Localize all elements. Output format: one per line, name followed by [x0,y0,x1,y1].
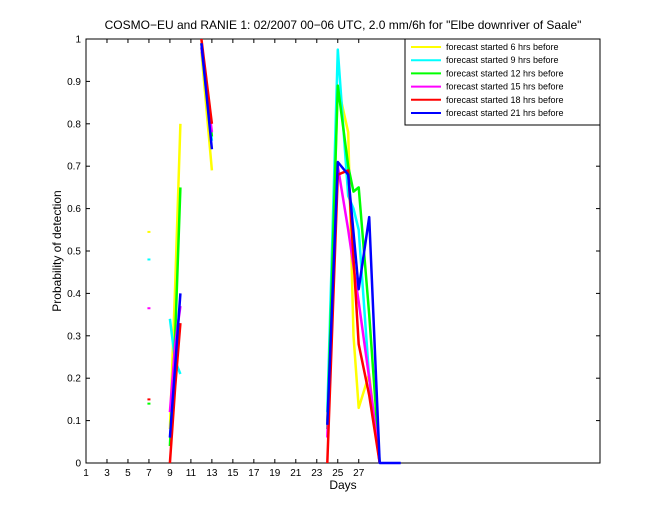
x-tick-label: 27 [353,468,365,479]
x-tick-label: 15 [227,468,239,479]
y-tick-label: 0.4 [67,289,81,300]
x-tick-label: 21 [290,468,302,479]
x-axis: 1 3 5 7 9 11 13 15 17 19 21 23 25 27 [83,39,365,479]
y-tick-label: 0.2 [67,374,81,385]
series-line [200,43,214,150]
x-tick-label: 17 [248,468,260,479]
series-line [326,84,381,464]
y-tick-label: 0.3 [67,331,81,342]
series-5 [168,43,401,465]
x-tick-label: 23 [311,468,323,479]
x-tick-label: 11 [186,468,197,479]
y-axis-label: Probability of detection [50,190,64,311]
x-tick-label: 7 [146,468,152,479]
x-tick-label: 5 [125,468,131,479]
y-tick-label: 0.7 [67,162,81,173]
y-tick-label: 0 [75,459,81,470]
y-tick-label: 0.8 [67,119,81,130]
x-tick-label: 3 [104,468,110,479]
legend-label: forecast started 21 hrs before [446,108,564,118]
x-tick-label: 1 [83,468,89,479]
series-layer [147,38,401,465]
y-tick-label: 0.5 [67,247,81,258]
legend-label: forecast started 12 hrs before [446,68,564,78]
y-tick-label: 1 [75,35,81,46]
y-tick-label: 0.9 [67,77,81,88]
x-axis-label: Days [329,478,356,492]
y-tick-label: 0.1 [67,416,81,427]
legend-label: forecast started 9 hrs before [446,55,559,65]
x-tick-label: 19 [269,468,281,479]
y-tick-label: 0.6 [67,204,81,215]
series-line [168,293,182,438]
legend-label: forecast started 15 hrs before [446,82,564,92]
series-line [326,160,401,465]
x-tick-label: 13 [206,468,218,479]
x-tick-label: 9 [167,468,173,479]
legend-box [404,38,601,126]
y-axis: 0 0.1 0.2 0.3 0.4 0.5 0.6 0.7 0.8 0.9 1 [67,35,600,470]
legend-label: forecast started 6 hrs before [446,42,559,52]
x-tick-label: 25 [332,468,344,479]
chart-title: COSMO−EU and RANIE 1: 02/2007 00−06 UTC,… [105,18,582,32]
series-line [168,322,182,464]
legend-label: forecast started 18 hrs before [446,95,564,105]
legend: forecast started 6 hrs before forecast st… [404,38,601,126]
